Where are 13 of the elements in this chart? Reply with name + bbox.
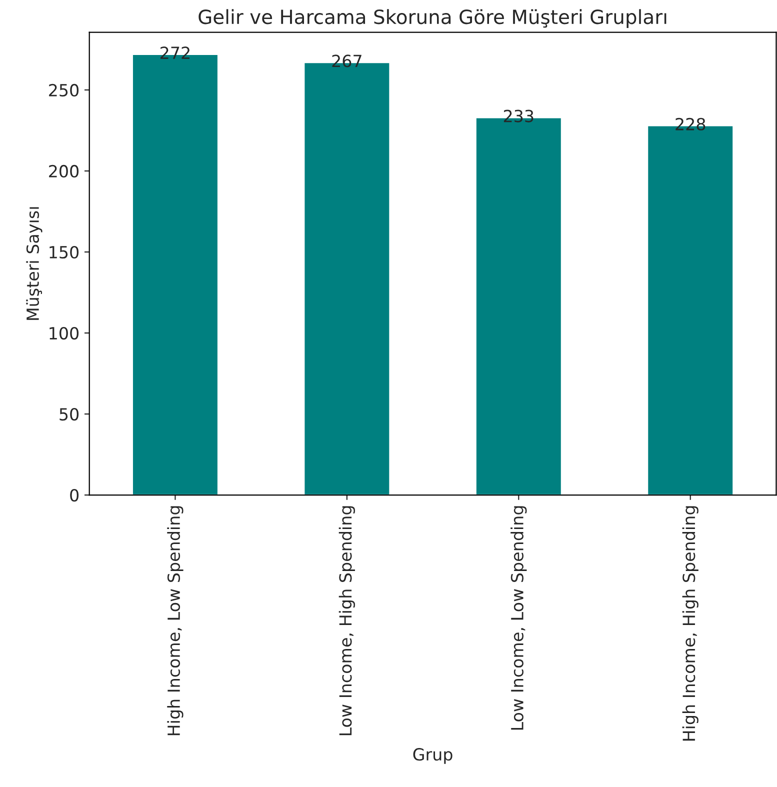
x-tick-label: High Income, Low Spending — [167, 506, 184, 736]
x-axis-title: Grup — [413, 748, 452, 764]
y-tick-label: 200 — [49, 164, 79, 178]
y-axis-title: Müşteri Sayısı — [26, 207, 42, 320]
chart-title: Gelir ve Harcama Skoruna Göre Müşteri Grupları — [198, 9, 666, 28]
y-tick-label: 0 — [70, 488, 79, 502]
x-tick-label: Low Income, Low Spending — [510, 506, 527, 730]
x-tick-label: Low Income, High Spending — [338, 506, 355, 736]
y-tick-label: 250 — [49, 84, 79, 97]
y-tick-label: 50 — [60, 408, 79, 421]
y-tick-label: 100 — [50, 326, 79, 340]
y-tick-label: 150 — [50, 246, 79, 259]
x-tick-label: High Income, High Spending — [682, 506, 698, 741]
